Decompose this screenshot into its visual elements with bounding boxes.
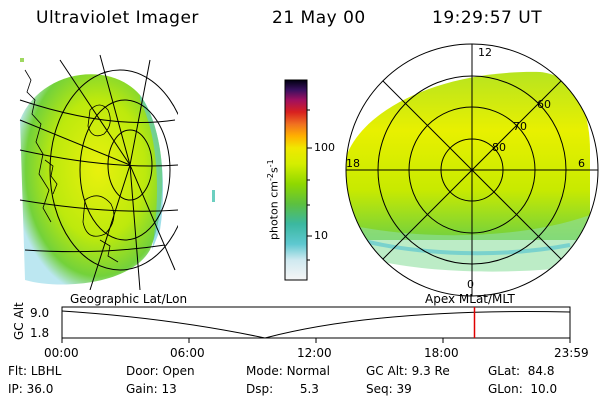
- colorbar-tick-100: 100: [314, 141, 335, 154]
- status-gc-alt: GC Alt: 9.3 Re: [366, 364, 450, 378]
- lat-label-60: 60: [537, 98, 551, 111]
- status-glat: GLat: 84.8: [488, 364, 555, 378]
- colorbar-tick-10: 10: [314, 229, 328, 242]
- altitude-curve: [61, 310, 571, 339]
- apex-mlat-mlt-title: Apex MLat/MLT: [425, 292, 515, 306]
- status-glon: GLon: 10.0: [488, 382, 558, 396]
- mlt-label-6: 6: [578, 157, 585, 170]
- noise-speck: [212, 190, 215, 202]
- status-gain: Gain: 13: [126, 382, 177, 396]
- status-seq: Seq: 39: [366, 382, 412, 396]
- geo-lat-lon-title: Geographic Lat/Lon: [70, 292, 188, 306]
- gc-alt-top-tick: 9.0: [30, 306, 50, 320]
- x-tick-1800: 18:00: [424, 346, 459, 360]
- instrument-title: Ultraviolet Imager: [36, 8, 199, 28]
- lat-label-80: 80: [492, 141, 506, 154]
- mlt-label-12: 12: [478, 46, 492, 59]
- mlt-label-0: 0: [467, 278, 474, 291]
- mlt-label-18: 18: [346, 157, 360, 170]
- time-label: 19:29:57 UT: [432, 8, 543, 28]
- gc-alt-bottom-tick: 1.8: [30, 326, 50, 340]
- lat-label-70: 70: [513, 120, 527, 133]
- x-tick-1200: 12:00: [297, 346, 332, 360]
- date-label: 21 May 00: [272, 8, 366, 28]
- status-filter: Flt: LBHL: [8, 364, 62, 378]
- x-tick-2359: 23:59: [554, 346, 589, 360]
- status-ip: IP: 36.0: [8, 382, 54, 396]
- status-mode: Mode: Normal: [246, 364, 330, 378]
- x-tick-0000: 00:00: [44, 346, 79, 360]
- status-door: Door: Open: [126, 364, 195, 378]
- x-tick-0600: 06:00: [170, 346, 205, 360]
- status-dsp: Dsp: 5.3: [246, 382, 319, 396]
